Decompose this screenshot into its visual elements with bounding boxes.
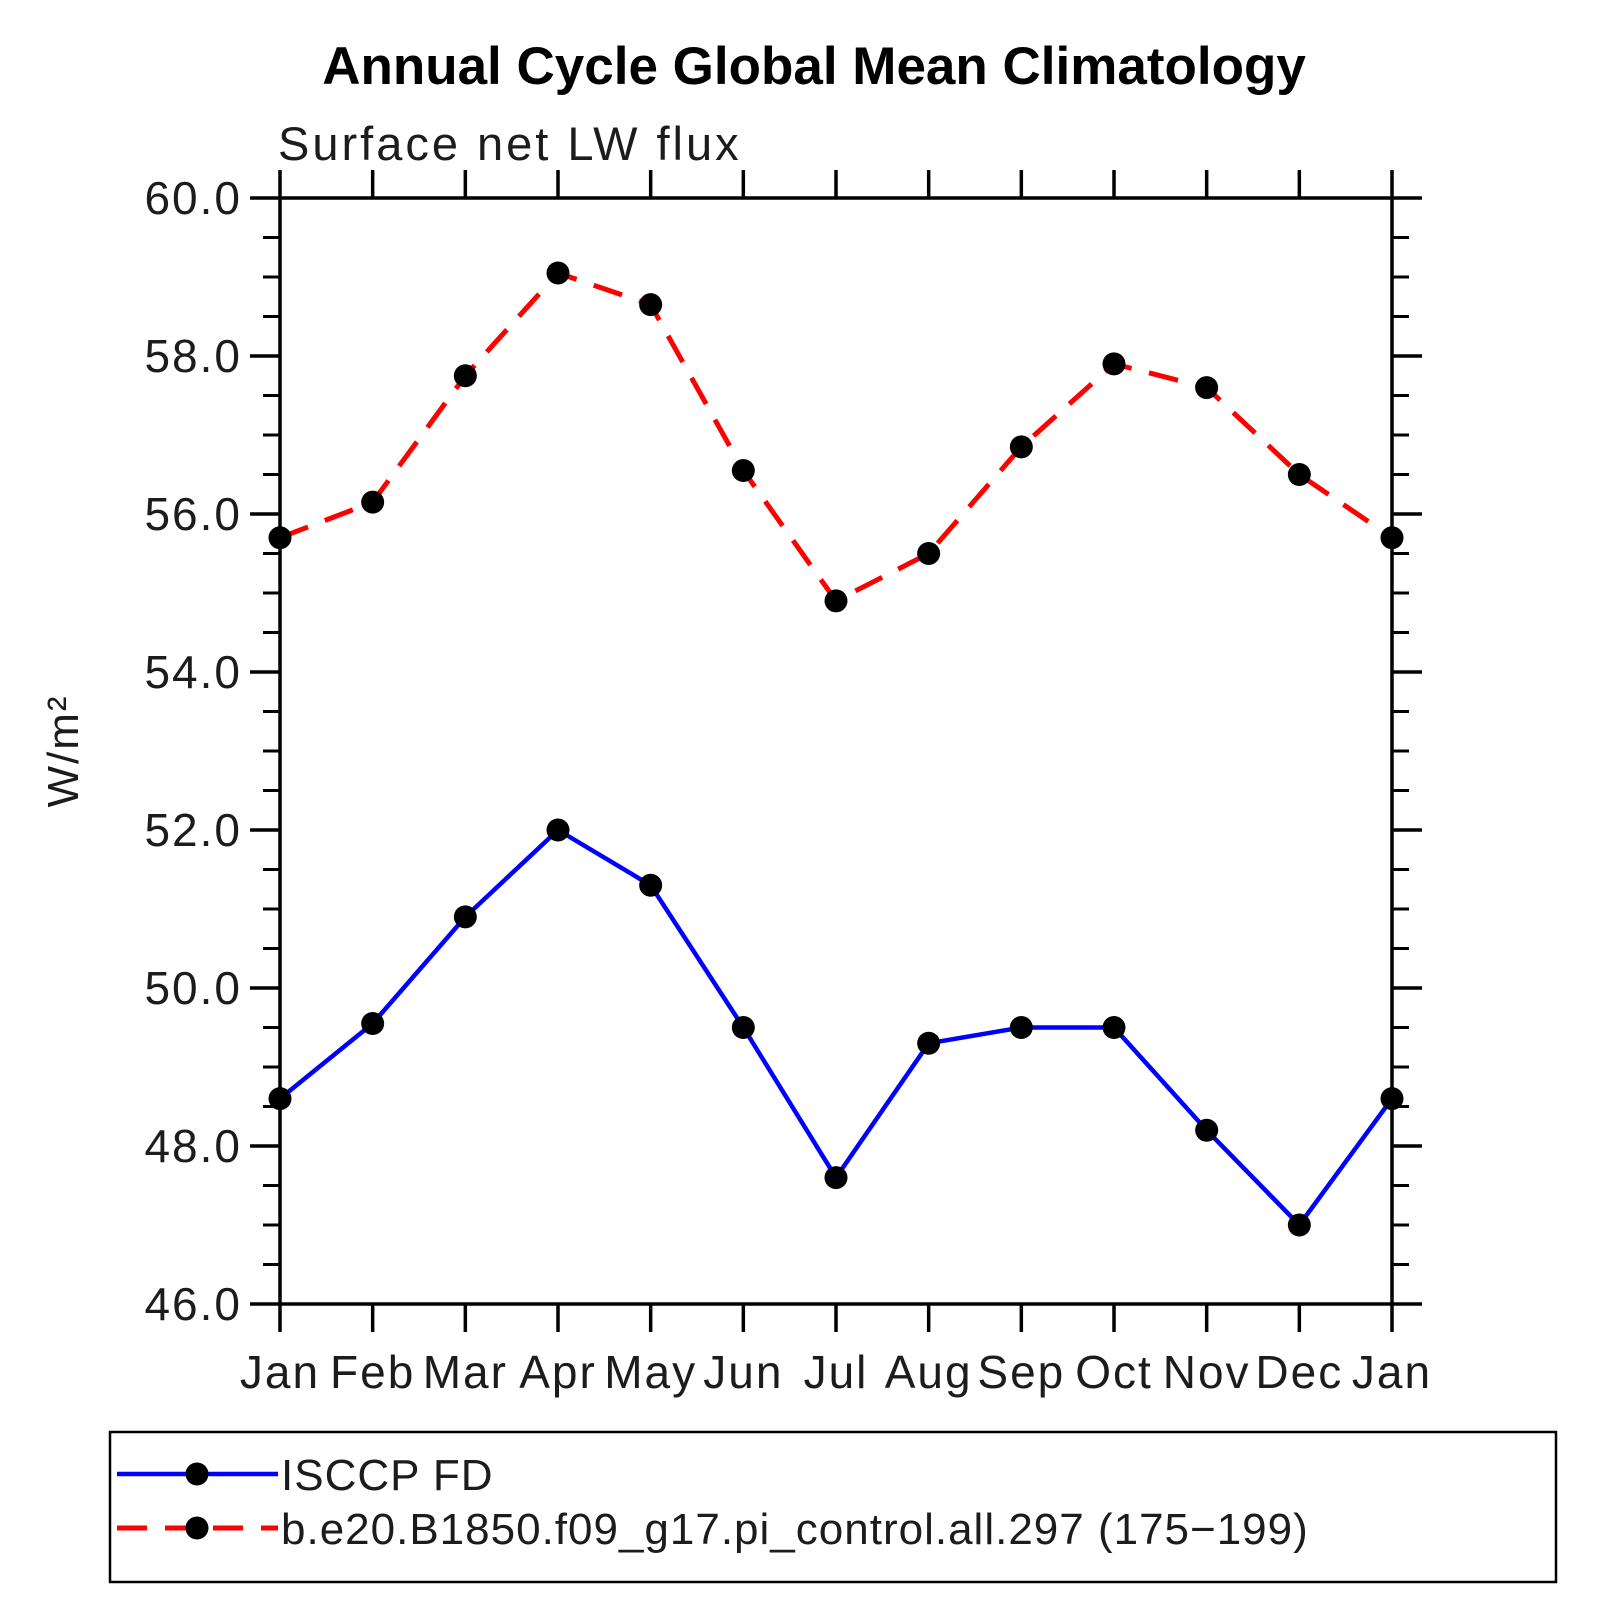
axis-ticks — [250, 170, 1422, 1332]
y-tick-label: 48.0 — [144, 1120, 242, 1172]
y-tick-labels: 46.0 48.0 50.0 52.0 54.0 56.0 58.0 60.0 — [144, 172, 242, 1330]
chart-subtitle: Surface net LW flux — [278, 117, 742, 170]
y-tick-label: 52.0 — [144, 804, 242, 856]
data-point — [917, 542, 941, 565]
legend-box — [108, 1430, 1558, 1584]
data-series — [268, 261, 1404, 1237]
data-point — [824, 589, 848, 613]
plot-frame — [278, 196, 1394, 1306]
x-tick-label: Mar — [423, 1346, 508, 1398]
data-point — [731, 1016, 755, 1039]
y-tick-label: 56.0 — [144, 488, 242, 540]
y-tick-label: 54.0 — [144, 646, 242, 698]
x-tick-label: Jan — [240, 1346, 320, 1398]
x-tick-label: Jul — [804, 1346, 869, 1398]
x-tick-label: Apr — [519, 1346, 597, 1398]
data-point — [453, 364, 477, 388]
x-tick-labels: Jan Feb Mar Apr May Jun Jul Aug Sep Oct Nov Dec Jan — [240, 1346, 1432, 1398]
x-tick-label: Jan — [1352, 1346, 1432, 1398]
series-line-0 — [278, 827, 1394, 1229]
series-line-1 — [279, 270, 1394, 605]
legend-label-isccp: ISCCP FD — [281, 1451, 494, 1500]
data-point — [1380, 1087, 1404, 1111]
data-point — [1287, 1213, 1311, 1237]
x-tick-label: Dec — [1255, 1346, 1343, 1398]
data-point — [361, 1012, 385, 1036]
data-point — [639, 873, 663, 897]
y-tick-label: 46.0 — [144, 1278, 242, 1330]
data-point — [1380, 526, 1404, 550]
data-point — [1102, 1016, 1126, 1039]
data-point — [546, 261, 570, 285]
chart-title: Annual Cycle Global Mean Climatology — [322, 37, 1306, 96]
data-point — [453, 905, 477, 929]
x-tick-label: Aug — [885, 1346, 973, 1398]
data-point — [824, 1166, 848, 1190]
legend-marker-circle — [185, 1516, 209, 1540]
x-tick-label: Jun — [703, 1346, 783, 1398]
data-point — [1009, 1016, 1033, 1039]
x-tick-label: Sep — [977, 1346, 1065, 1398]
y-tick-label: 58.0 — [144, 330, 242, 382]
legend-entry-isccp: ISCCP FD — [117, 1451, 494, 1500]
y-tick-label: 60.0 — [144, 172, 242, 224]
data-point — [1287, 463, 1311, 486]
data-point — [1195, 1118, 1219, 1142]
data-point — [1195, 376, 1219, 400]
series-0 — [268, 818, 1404, 1237]
legend-marker-circle — [185, 1462, 209, 1486]
data-point — [731, 459, 755, 483]
y-axis-label: W/m² — [39, 694, 88, 807]
x-tick-label: Feb — [330, 1346, 415, 1398]
data-point — [639, 293, 663, 317]
legend-entry-model: b.e20.B1850.f09_g17.pi_control.all.297 (… — [117, 1505, 1309, 1554]
x-tick-label: May — [604, 1346, 697, 1398]
x-tick-label: Oct — [1075, 1346, 1153, 1398]
x-tick-label: Nov — [1163, 1346, 1251, 1398]
y-tick-label: 50.0 — [144, 962, 242, 1014]
data-point — [361, 490, 385, 514]
legend-label-model: b.e20.B1850.f09_g17.pi_control.all.297 (… — [281, 1505, 1309, 1554]
data-point — [1102, 352, 1126, 376]
data-point — [268, 526, 292, 550]
data-point — [1009, 435, 1033, 459]
data-point — [546, 818, 570, 842]
data-point — [917, 1031, 941, 1055]
legend: ISCCP FD b.e20.B1850.f09_g17.pi_control.… — [108, 1430, 1558, 1584]
data-point — [268, 1087, 292, 1111]
series-1 — [268, 261, 1404, 613]
